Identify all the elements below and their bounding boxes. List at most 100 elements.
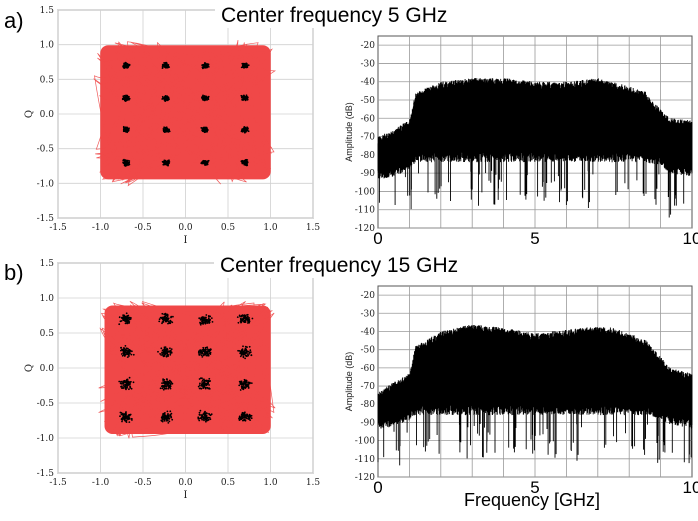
symbol-cluster bbox=[121, 94, 131, 102]
y-tick-label: -30 bbox=[361, 309, 376, 319]
symbol-cluster bbox=[197, 377, 212, 390]
y-tick-label: 1.5 bbox=[40, 6, 55, 16]
panel-label-b: b) bbox=[4, 260, 24, 285]
y-tick-label: -1.0 bbox=[37, 434, 55, 444]
x-tick-label: 10 bbox=[683, 229, 698, 248]
x-tick-label: 5 bbox=[530, 229, 539, 248]
symbol-cluster bbox=[160, 410, 174, 424]
trajectory-lines bbox=[98, 300, 276, 439]
symbol-cluster bbox=[200, 126, 209, 134]
x-tick-label: 10 bbox=[683, 478, 698, 497]
y-tick-label: 1.5 bbox=[40, 259, 55, 269]
x-tick-label: 0.5 bbox=[221, 223, 236, 233]
y-tick-label: 1.0 bbox=[40, 41, 55, 51]
constellation-a-constellation: -1.5 -1.0 -0.5 0.0 0.5 1.0 1.5 -1.5 -1.0 -0.5 0.0 0… bbox=[24, 6, 320, 246]
symbol-cluster bbox=[118, 312, 132, 326]
y-tick-label: -40 bbox=[361, 327, 376, 337]
y-tick-label: 0.5 bbox=[40, 329, 55, 339]
symbol-cluster bbox=[240, 158, 249, 167]
y-tick-label: -20 bbox=[361, 41, 376, 51]
y-tick-label: 0.0 bbox=[40, 110, 55, 120]
symbol-cluster bbox=[236, 313, 254, 324]
constellation-b-constellation: -1.5 -1.0 -0.5 0.0 0.5 1.0 1.5 -1.5 -1.0 -0.5 0.0 0… bbox=[24, 259, 320, 501]
symbol-cluster bbox=[161, 159, 171, 167]
symbol-cluster bbox=[197, 346, 212, 358]
x-tick-label: 1.5 bbox=[306, 478, 321, 488]
y-tick-label: -70 bbox=[361, 133, 376, 143]
x-tick-label: -0.5 bbox=[134, 478, 152, 488]
y-tick-label: -40 bbox=[361, 78, 376, 88]
symbol-cluster bbox=[201, 94, 210, 102]
x-axis-label: I bbox=[184, 490, 188, 501]
x-tick-label: 1.5 bbox=[306, 223, 321, 233]
x-tick-label: -1.0 bbox=[92, 478, 110, 488]
y-tick-label: -80 bbox=[361, 400, 376, 410]
y-axis-label: Q bbox=[24, 364, 35, 372]
spectrum-body bbox=[378, 87, 692, 170]
symbol-cluster bbox=[237, 345, 253, 360]
y-tick-label: -1.5 bbox=[37, 214, 55, 224]
symbol-cluster bbox=[240, 126, 250, 134]
y-tick-label: -100 bbox=[355, 437, 375, 447]
y-tick-label: -80 bbox=[361, 151, 376, 161]
symbol-cluster bbox=[158, 312, 174, 325]
y-tick-label: -120 bbox=[355, 473, 375, 483]
symbol-cluster bbox=[157, 346, 173, 358]
y-tick-label: 0.0 bbox=[40, 364, 55, 374]
symbol-cluster bbox=[120, 345, 135, 358]
symbol-cluster bbox=[238, 378, 253, 391]
symbol-cluster bbox=[197, 409, 213, 423]
symbol-cluster bbox=[118, 376, 135, 391]
symbol-cluster bbox=[122, 61, 131, 69]
x-tick-label: -0.5 bbox=[134, 223, 152, 233]
y-tick-label: -20 bbox=[361, 291, 376, 301]
y-tick-label: -110 bbox=[355, 206, 375, 216]
x-tick-label: -1.5 bbox=[49, 478, 67, 488]
y-tick-label: -1.0 bbox=[37, 179, 55, 189]
x-tick-label: 1.0 bbox=[263, 223, 278, 233]
symbol-cluster bbox=[238, 411, 253, 422]
symbol-cluster bbox=[201, 62, 210, 70]
y-tick-label: -110 bbox=[355, 455, 375, 465]
symbol-cluster bbox=[122, 158, 131, 167]
y-tick-label: -50 bbox=[361, 346, 376, 356]
y-tick-label: -100 bbox=[355, 187, 375, 197]
symbol-cluster bbox=[161, 61, 171, 69]
trajectory-lines bbox=[93, 40, 277, 187]
symbol-cluster bbox=[162, 126, 171, 134]
x-tick-label: -1.0 bbox=[92, 223, 110, 233]
spectrum-body bbox=[378, 333, 692, 419]
panel-label-a: a) bbox=[4, 8, 24, 33]
y-tick-label: -90 bbox=[361, 169, 376, 179]
y-tick-label: 1.0 bbox=[40, 294, 55, 304]
y-axis-label: Amplitude (dB) bbox=[344, 352, 354, 412]
symbol-cluster bbox=[159, 378, 174, 391]
y-tick-label: -30 bbox=[361, 59, 376, 69]
symbol-cluster bbox=[198, 314, 214, 326]
symbol-cluster bbox=[240, 94, 249, 102]
x-tick-label: 0.5 bbox=[221, 478, 236, 488]
symbol-cluster bbox=[200, 159, 210, 167]
x-tick-label: 5 bbox=[530, 478, 539, 497]
y-tick-label: 0.5 bbox=[40, 75, 55, 85]
spectrum-xlabel-b: Frequency [GHz] bbox=[464, 490, 601, 510]
y-tick-label: -60 bbox=[361, 364, 376, 374]
chart-title-b: Center frequency 15 GHz bbox=[214, 254, 465, 278]
x-tick-label: 0 bbox=[373, 229, 382, 248]
y-tick-label: -0.5 bbox=[37, 399, 55, 409]
y-tick-label: -0.5 bbox=[37, 145, 55, 155]
symbol-cluster bbox=[119, 411, 133, 423]
x-tick-label: 0.0 bbox=[178, 478, 193, 488]
y-tick-label: -120 bbox=[355, 224, 375, 234]
x-tick-label: 0.0 bbox=[178, 223, 193, 233]
y-tick-label: -50 bbox=[361, 96, 376, 106]
y-tick-label: -1.5 bbox=[37, 469, 55, 479]
symbol-cluster bbox=[161, 95, 170, 102]
y-tick-label: -70 bbox=[361, 382, 376, 392]
x-axis-label: I bbox=[184, 235, 188, 246]
y-axis-label: Amplitude (dB) bbox=[344, 102, 354, 162]
symbol-cluster bbox=[122, 125, 130, 134]
